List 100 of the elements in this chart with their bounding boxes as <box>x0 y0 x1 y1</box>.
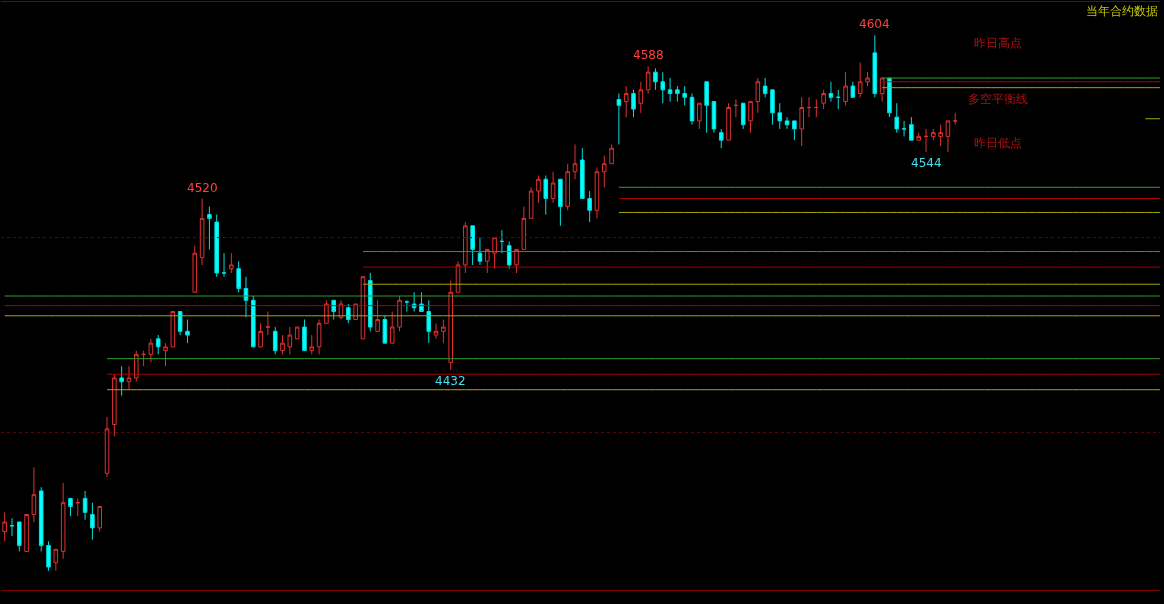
candlestick <box>433 322 439 340</box>
candlestick <box>916 132 921 141</box>
annotation: 4588 <box>633 48 664 62</box>
candlestick <box>484 248 490 274</box>
candlestick <box>748 101 753 134</box>
candlestick <box>477 237 483 266</box>
candlestick <box>609 143 614 165</box>
candlestick <box>68 497 73 517</box>
candlestick <box>631 89 636 118</box>
candlestick <box>148 338 154 363</box>
candlestick <box>565 163 570 211</box>
candlestick <box>141 350 146 367</box>
candlestick <box>221 252 227 278</box>
candlestick <box>192 245 198 293</box>
candlestick <box>528 186 534 219</box>
candlestick <box>762 77 768 98</box>
annotation: 4432 <box>435 374 466 388</box>
candlestick <box>24 513 29 552</box>
candlestick <box>872 34 878 98</box>
candlestick <box>53 548 59 572</box>
annotation: 4604 <box>859 17 890 31</box>
candlestick <box>470 225 475 266</box>
candlestick <box>558 178 563 227</box>
candlestick <box>82 490 88 521</box>
candlestick <box>419 291 424 313</box>
candlestick <box>214 214 219 278</box>
candlestick <box>580 147 585 200</box>
candlestick <box>236 260 241 293</box>
candlestick <box>536 175 541 204</box>
candlestick <box>331 299 336 321</box>
candlestick <box>667 77 673 103</box>
candlestick <box>682 85 687 106</box>
candlestick <box>463 221 468 274</box>
candlestick <box>704 81 709 134</box>
candlestick <box>799 96 804 147</box>
candlestick <box>850 81 856 98</box>
annotation: 昨日高点 <box>974 36 1022 50</box>
candlestick <box>382 315 388 344</box>
candlestick <box>104 416 110 478</box>
candlestick <box>265 311 271 336</box>
candlestick <box>155 334 161 355</box>
candlestick <box>784 116 790 130</box>
candlestick <box>229 252 234 274</box>
candlestick <box>638 81 644 114</box>
candlestick <box>294 326 300 340</box>
candlestick <box>309 334 315 355</box>
candlestick <box>38 486 44 552</box>
candlestick <box>397 295 402 332</box>
candlestick <box>952 112 958 126</box>
candlestick <box>718 128 724 149</box>
candlestick <box>199 198 205 266</box>
candlestick <box>740 102 746 130</box>
candlestick <box>543 175 549 216</box>
candlestick <box>843 71 848 106</box>
candlestick <box>441 319 446 344</box>
candlestick <box>835 89 841 110</box>
candlestick <box>170 311 176 348</box>
candlestick <box>653 67 658 91</box>
candlestick <box>75 497 81 517</box>
candlestick <box>60 482 66 560</box>
candlestick <box>945 120 951 153</box>
candlestick <box>389 311 395 344</box>
candlestick <box>90 502 95 541</box>
candlestick <box>697 102 702 130</box>
candlestick <box>894 102 900 134</box>
candlestick <box>250 295 256 348</box>
candlestick <box>594 166 600 219</box>
candlestick <box>97 505 103 533</box>
candlestick <box>185 319 190 344</box>
annotation: 多空平衡线 <box>968 92 1028 106</box>
candlestick <box>616 93 622 145</box>
candlestick <box>887 77 892 118</box>
candlestick <box>879 77 885 103</box>
candlestick <box>909 116 914 141</box>
candlestick <box>324 299 329 324</box>
candlestick <box>448 279 453 371</box>
candlestick <box>645 65 651 95</box>
candlestick <box>792 120 797 141</box>
text: 当年合约数据 <box>1086 4 1158 18</box>
candlestick <box>177 311 183 336</box>
candlestick <box>9 517 15 537</box>
candlestick <box>16 521 22 552</box>
candlestick <box>931 128 936 141</box>
candlestick <box>770 89 775 126</box>
candlestick <box>287 326 293 355</box>
candlestick <box>426 299 432 344</box>
candlestick <box>346 303 351 324</box>
candlestick <box>777 102 783 130</box>
annotation: 昨日低点 <box>974 136 1022 150</box>
candlestick <box>601 155 607 188</box>
candlestick <box>865 71 870 87</box>
candlestick <box>755 77 761 114</box>
candlestick <box>689 93 695 126</box>
candlestick <box>258 322 263 348</box>
candlestick <box>207 206 212 250</box>
candlestick <box>733 98 739 118</box>
candlestick <box>726 102 731 141</box>
candlestick <box>857 62 863 98</box>
candlestick <box>243 276 249 318</box>
candlestick <box>492 237 497 270</box>
